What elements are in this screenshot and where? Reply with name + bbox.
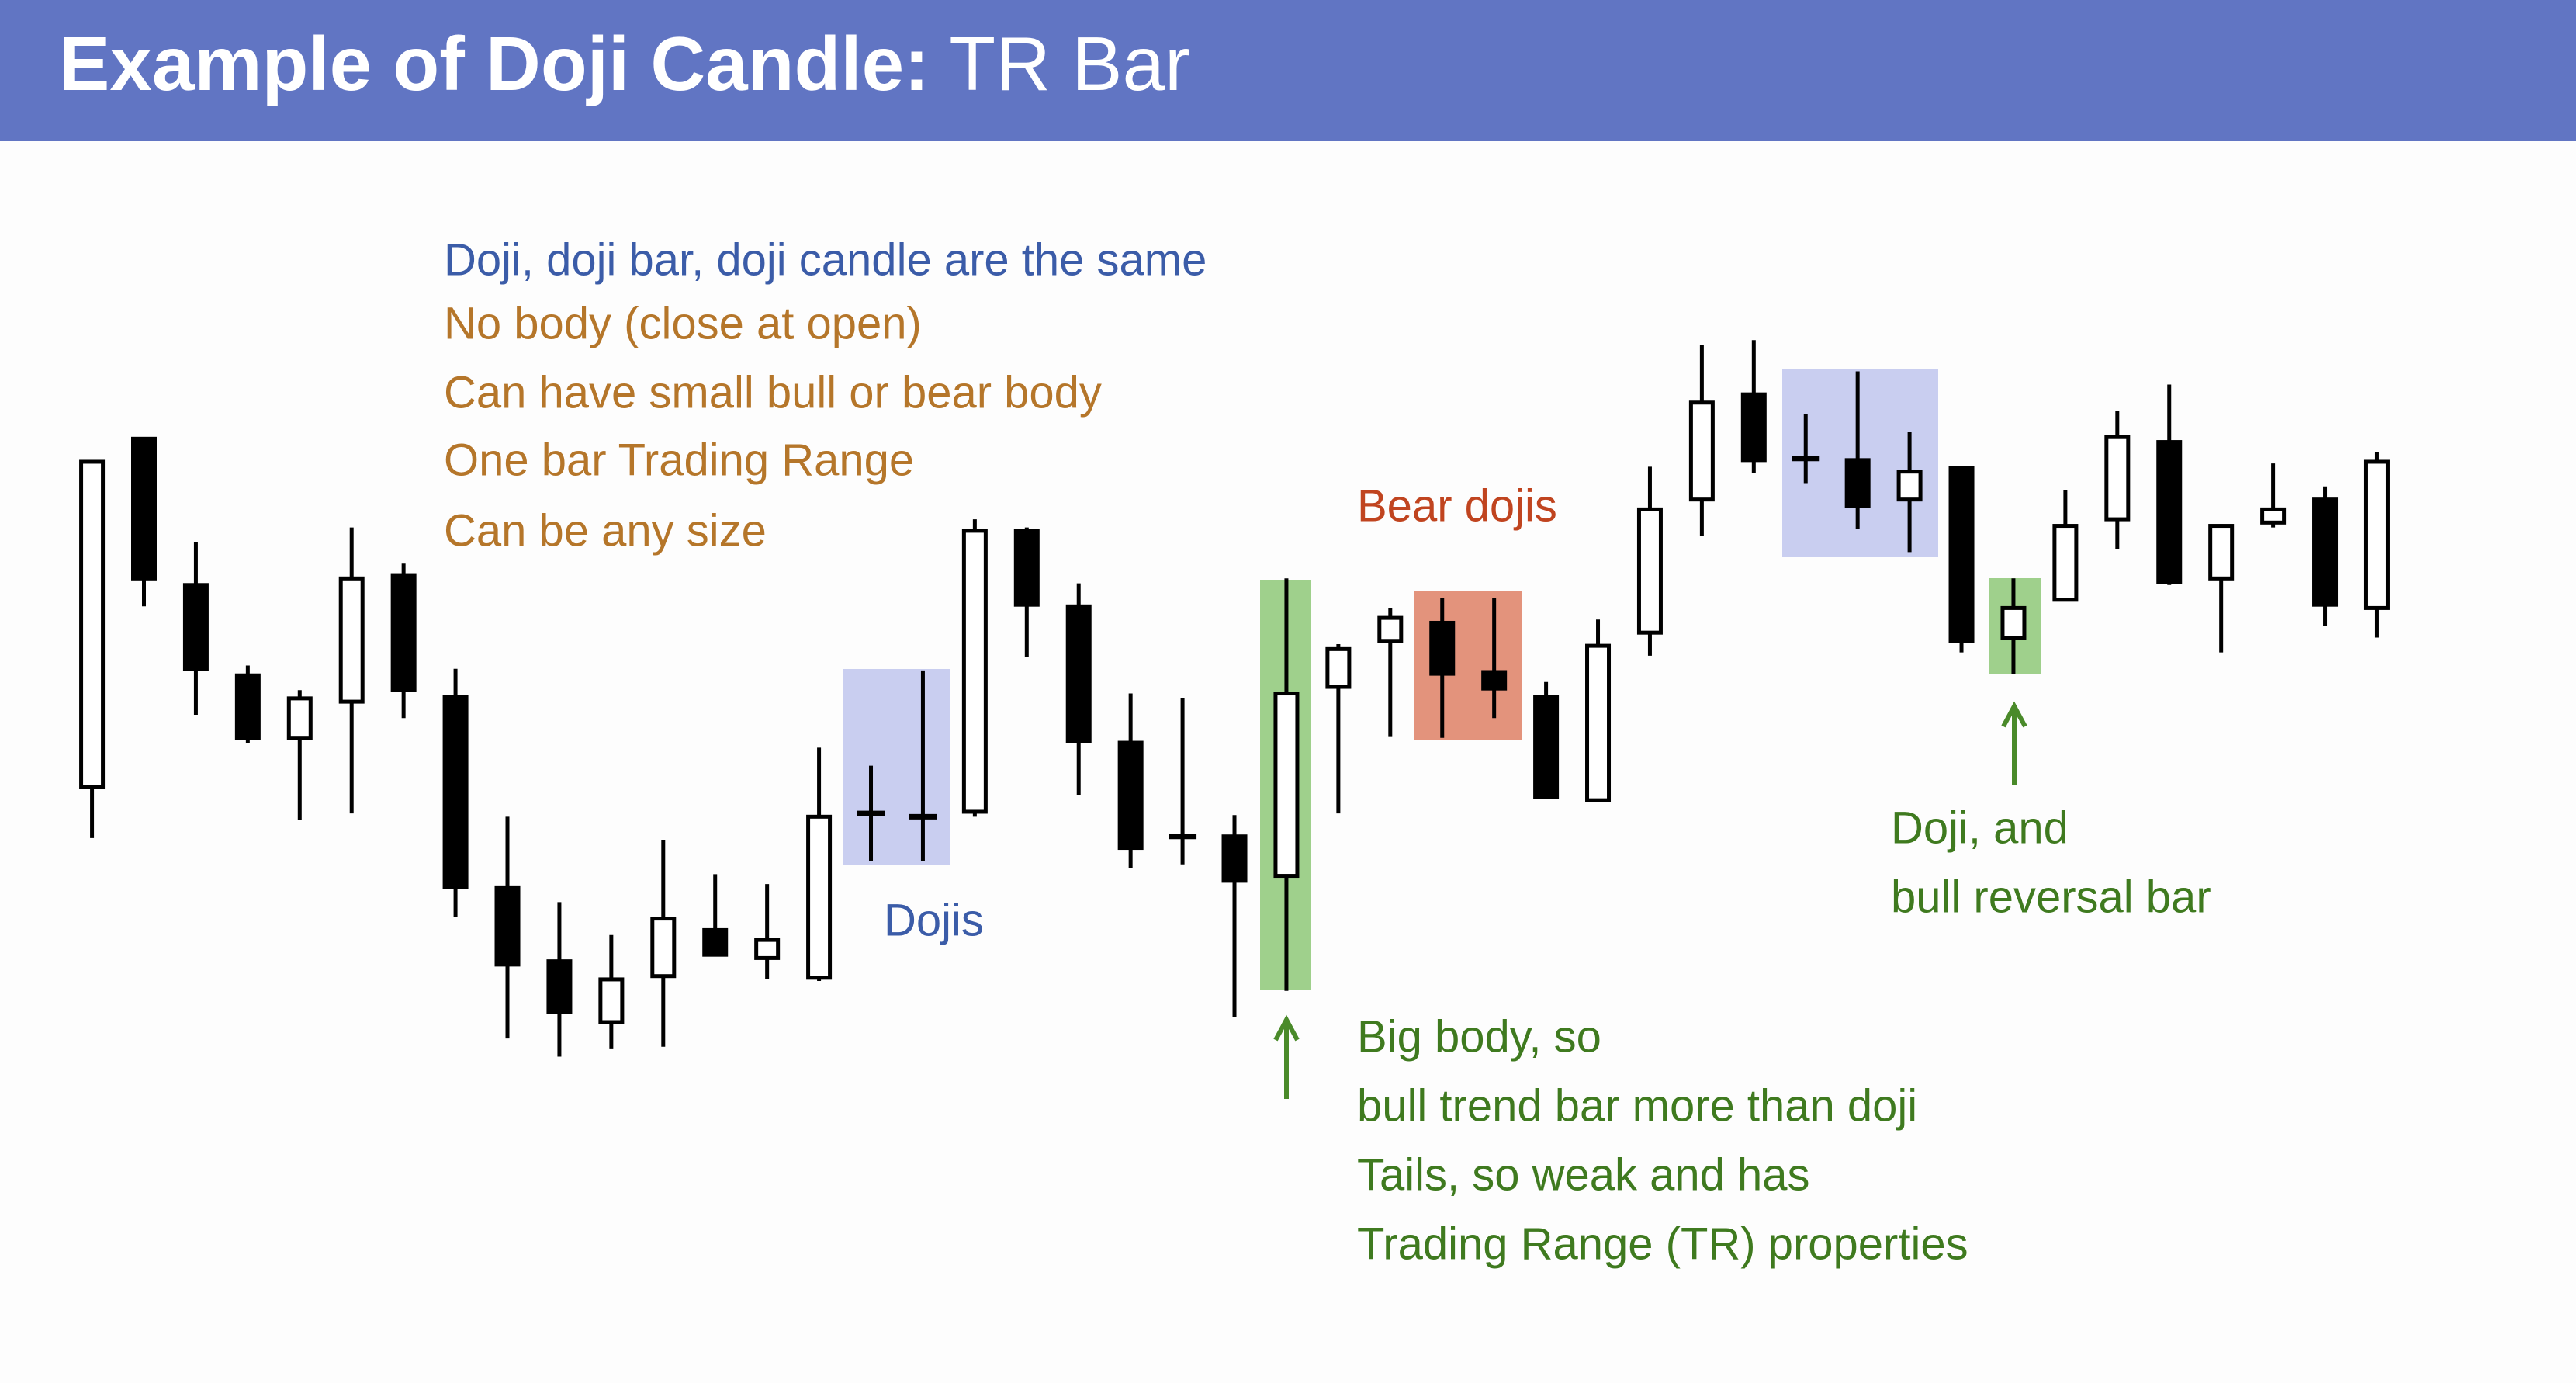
note: Dojis (884, 895, 984, 945)
bear-body (702, 927, 729, 957)
bear-body (234, 673, 261, 740)
bear-body (131, 436, 158, 581)
bull-body (286, 696, 313, 740)
arrows (1273, 701, 2027, 1099)
bear-body (182, 583, 209, 671)
bull-body (1636, 507, 1663, 635)
bear-body (494, 885, 521, 967)
bull-body (1325, 646, 1352, 689)
bear-body (1013, 529, 1040, 607)
note: bull trend bar more than doji (1357, 1080, 1917, 1131)
bear-body (2156, 440, 2183, 584)
note: bull reversal bar (1891, 872, 2211, 922)
note: One bar Trading Range (444, 435, 914, 485)
bear-body (1065, 604, 1092, 743)
bear-body (1481, 670, 1508, 691)
note: Can have small bull or bear body (444, 367, 1102, 418)
bull-body (1273, 692, 1300, 879)
bear-body (546, 959, 573, 1014)
bear-body (1221, 834, 1248, 883)
slide-title: Example of Doji Candle: TR Bar (59, 21, 1190, 106)
bull-body (2208, 524, 2235, 581)
bull-body (2363, 459, 2390, 610)
note: Doji, and (1891, 802, 2069, 853)
bull-body (598, 977, 625, 1024)
note: Doji, doji bar, doji candle are the same (444, 234, 1207, 285)
bull-body (754, 938, 781, 960)
note: Tails, so weak and has (1357, 1149, 1810, 1200)
bull-body (2052, 524, 2079, 602)
highlight-box (843, 669, 950, 865)
bear-body (1844, 458, 1871, 508)
bull-body (1896, 470, 1923, 502)
bull-body (961, 529, 988, 814)
bear-body (390, 573, 417, 692)
bull-body (338, 576, 365, 704)
bull-body (1377, 615, 1404, 643)
bear-body (1117, 740, 1144, 851)
bear-body (1948, 466, 1975, 643)
title-regular: TR Bar (949, 21, 1189, 106)
bull-body (2260, 507, 2287, 525)
bull-body (806, 814, 833, 980)
arrow-head (1273, 1014, 1300, 1042)
bear-body (442, 695, 469, 889)
note: Big body, so (1357, 1011, 1601, 1062)
bear-body (1429, 620, 1456, 676)
bear-body (1533, 695, 1560, 799)
bull-body (2000, 605, 2027, 640)
header-bar (0, 0, 2576, 141)
note: No body (close at open) (444, 298, 922, 348)
note: Can be any size (444, 505, 767, 556)
bull-body (1688, 400, 1715, 502)
bull-body (1585, 643, 1612, 802)
bear-body (2312, 497, 2339, 607)
note: Trading Range (TR) properties (1357, 1218, 1968, 1269)
bull-body (650, 917, 677, 979)
arrow-head (2001, 701, 2027, 728)
bear-body (1740, 392, 1767, 463)
note: Bear dojis (1357, 480, 1557, 531)
bull-body (2104, 435, 2131, 522)
bull-body (79, 459, 106, 789)
title-bold: Example of Doji Candle: (59, 21, 930, 106)
